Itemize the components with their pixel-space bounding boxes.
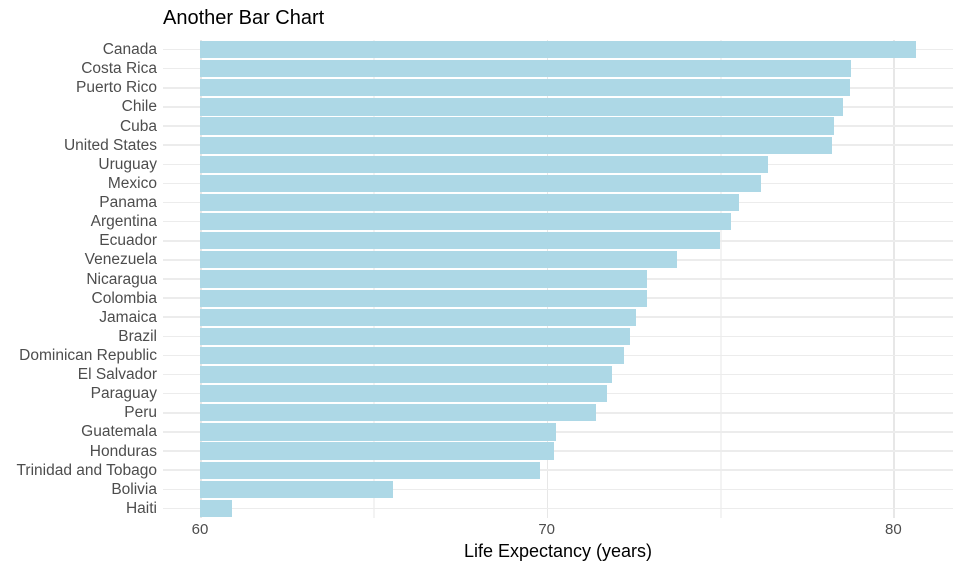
bar-trinidad-and-tobago [200, 461, 541, 479]
y-axis-labels: Canada Costa Rica Puerto Rico Chile Cuba Unit… [0, 0, 157, 576]
y-tick-label: Paraguay [90, 385, 157, 403]
y-tick-label: Bolivia [111, 480, 157, 498]
y-tick-label: El Salvador [77, 366, 157, 384]
y-tick-label: Puerto Rico [76, 79, 157, 97]
y-tick-label: Chile [121, 98, 157, 116]
bar-mexico [200, 174, 762, 192]
bar-argentina [200, 213, 732, 231]
y-tick-label: Colombia [91, 289, 157, 307]
y-tick-label: Peru [124, 404, 157, 422]
bar-canada [200, 40, 917, 59]
bar-cuba [200, 117, 834, 135]
y-tick-label: Canada [102, 41, 157, 59]
bar-colombia [200, 289, 647, 307]
y-tick-label: Trinidad and Tobago [16, 461, 157, 479]
bar-guatemala [200, 423, 556, 441]
y-gridline [163, 450, 953, 452]
x-tick-label: 80 [885, 521, 902, 538]
bar-united-states [200, 136, 833, 154]
y-tick-label: Haiti [125, 499, 157, 517]
bar-bolivia [200, 480, 393, 498]
y-tick-label: Nicaragua [86, 270, 157, 288]
bar-dominican-republic [200, 346, 625, 365]
y-tick-label: Cuba [119, 117, 157, 135]
plot-panel [163, 40, 953, 518]
x-tick-label: 70 [538, 521, 556, 538]
bar-jamaica [200, 308, 636, 326]
y-gridline [163, 469, 953, 471]
bar-honduras [200, 442, 554, 460]
y-tick-label: Jamaica [99, 308, 157, 326]
y-gridline [163, 488, 953, 491]
y-tick-label: Mexico [107, 174, 157, 192]
bar-brazil [200, 327, 630, 345]
bar-chile [200, 98, 844, 116]
y-tick-label: Costa Rica [81, 60, 157, 78]
y-tick-label: Venezuela [84, 251, 157, 269]
bar-haiti [200, 499, 232, 518]
bar-costa-rica [200, 60, 852, 78]
y-tick-label: United States [63, 136, 157, 154]
y-tick-label: Uruguay [98, 155, 157, 173]
chart-title: Another Bar Chart [163, 7, 325, 29]
bar-uruguay [200, 155, 769, 173]
y-gridline [163, 507, 953, 510]
bar-puerto-rico [200, 79, 850, 97]
y-tick-label: Guatemala [81, 423, 157, 441]
y-tick-label: Brazil [118, 327, 157, 345]
y-tick-label: Panama [99, 194, 157, 212]
y-tick-label: Honduras [89, 442, 157, 460]
bar-nicaragua [200, 270, 648, 288]
y-tick-label: Argentina [90, 213, 157, 231]
y-tick-label: Dominican Republic [19, 346, 157, 364]
bar-venezuela [200, 251, 677, 269]
bar-peru [200, 404, 596, 422]
y-gridline [163, 431, 953, 433]
x-axis-title: Life Expectancy (years) [463, 541, 653, 561]
bar-el-salvador [200, 365, 612, 384]
bar-ecuador [200, 232, 720, 250]
bar-panama [200, 193, 739, 212]
bar-paraguay [200, 385, 608, 403]
y-tick-label: Ecuador [99, 232, 157, 250]
x-tick-label: 60 [191, 521, 209, 538]
